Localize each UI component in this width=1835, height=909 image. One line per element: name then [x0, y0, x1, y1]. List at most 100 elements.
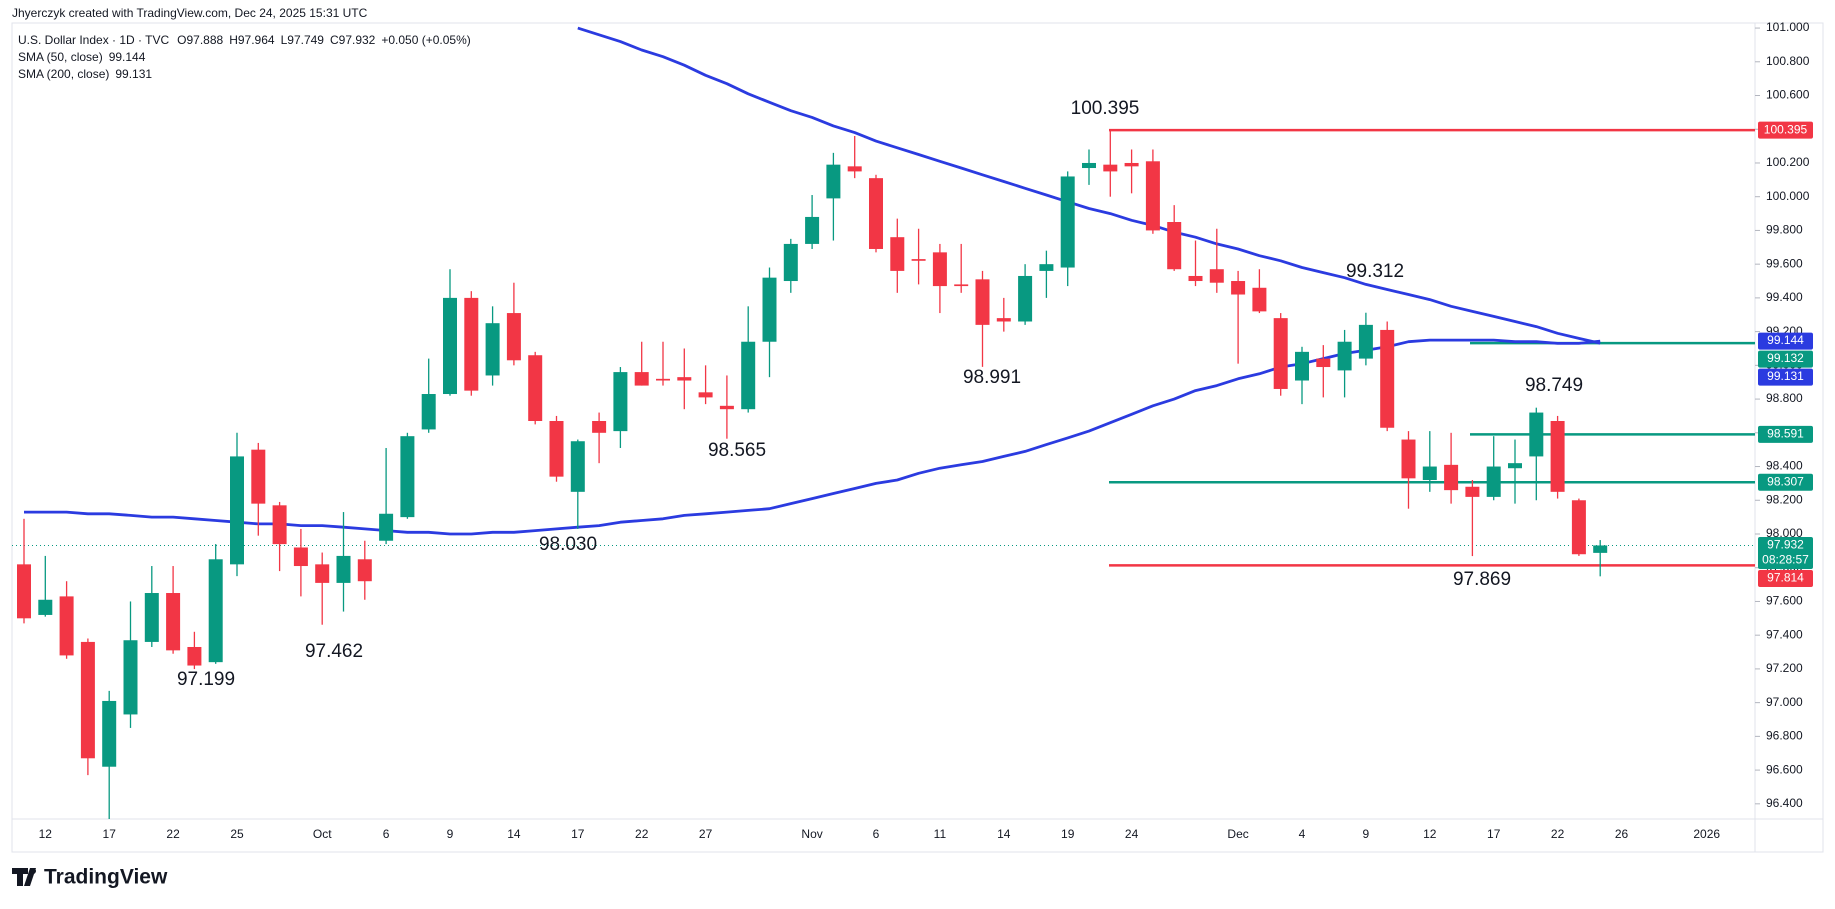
x-tick-label: 22	[166, 827, 180, 841]
x-tick-label: 22	[1551, 827, 1565, 841]
x-tick-label: 6	[383, 827, 390, 841]
price-label-box	[1758, 368, 1813, 386]
x-tick-label: 14	[997, 827, 1011, 841]
candle-body	[1039, 264, 1054, 271]
candle-body	[954, 284, 969, 287]
price-label: 99.144	[1758, 332, 1813, 350]
candle-body	[592, 421, 607, 433]
x-tick-label: 17	[1487, 827, 1501, 841]
candle-body	[698, 392, 713, 398]
candle-body	[1231, 281, 1246, 295]
frame	[11, 22, 1824, 853]
candle-body	[1082, 162, 1096, 169]
y-tick-label: 98.400	[1766, 459, 1803, 473]
price-label: 99.131	[1758, 368, 1813, 386]
y-tick-label: 99.800	[1766, 223, 1803, 237]
price-label: 98.591	[1758, 425, 1813, 443]
x-tick-label: 12	[39, 827, 53, 841]
candle-body	[59, 596, 74, 656]
attribution: Jhyerczyk created with TradingView.com, …	[12, 6, 368, 20]
x-tick-label: Oct	[313, 827, 332, 841]
candle-body	[975, 279, 990, 325]
y-tick-label: 97.200	[1766, 661, 1803, 675]
x-tick-label: 2026	[1693, 827, 1720, 841]
candle-body	[826, 164, 841, 199]
y-tick-label: 96.400	[1766, 796, 1803, 810]
price-label-box	[1758, 350, 1813, 368]
x-tick-label: 4	[1299, 827, 1306, 841]
candle-body	[379, 513, 394, 541]
candle-body	[677, 377, 692, 381]
x-tick-label: 11	[934, 827, 947, 841]
annotation: 97.462	[305, 641, 363, 662]
ohlc-value: 97.749	[287, 33, 324, 47]
candle-body	[1188, 275, 1203, 282]
x-tick-label: 19	[1061, 827, 1075, 841]
y-tick-label: 98.200	[1766, 492, 1803, 506]
annotation: 98.030	[539, 534, 597, 555]
price-label-text: 97.932	[1767, 538, 1804, 552]
candle-body	[656, 378, 670, 381]
candle-body	[570, 441, 585, 492]
brand: TradingView	[44, 866, 168, 889]
ohlc-value: 97.888	[187, 33, 224, 47]
candle-body	[166, 593, 181, 651]
candle-body	[911, 259, 926, 261]
change: +0.050 (+0.05%)	[381, 33, 470, 47]
price-label-box	[1758, 536, 1813, 569]
annotation: 100.395	[1071, 98, 1140, 119]
candle-body	[1508, 463, 1522, 469]
candle-body	[485, 323, 500, 376]
plot-area	[12, 26, 1755, 819]
candle-body	[528, 355, 543, 421]
price-label-box	[1758, 332, 1813, 350]
candle-body	[80, 641, 95, 759]
price-label-box	[1758, 425, 1813, 443]
candle-body	[400, 436, 415, 518]
ohlc-label: H	[229, 33, 238, 47]
candle-body	[1550, 421, 1565, 492]
x-tick-label: 14	[507, 827, 521, 841]
y-tick-label: 97.600	[1766, 594, 1803, 608]
annotation: 98.991	[963, 367, 1021, 388]
x-tick-label: 9	[447, 827, 454, 841]
candle-body	[506, 313, 521, 361]
candle-body	[251, 449, 266, 504]
candle-body	[1273, 318, 1288, 389]
legend-name: SMA (50, close)	[18, 50, 103, 64]
candle-body	[102, 700, 117, 767]
y-tick-label: 100.000	[1766, 189, 1810, 203]
candle-body	[1422, 466, 1437, 481]
x-tick-label: 12	[1423, 827, 1437, 841]
candle-body	[1167, 222, 1182, 270]
x-tick-label: 17	[103, 827, 117, 841]
ohlc-label: L	[281, 33, 288, 47]
candle-body	[847, 166, 862, 172]
y-tick-label: 98.000	[1766, 526, 1803, 540]
annotation: 97.869	[1453, 569, 1511, 590]
y-tick-label: 101.000	[1766, 20, 1810, 34]
candle-body	[38, 599, 53, 615]
candle-body	[1018, 275, 1033, 322]
candle-body	[272, 505, 287, 545]
candle-body	[996, 318, 1011, 322]
candle-body	[1380, 329, 1395, 428]
sma-line	[24, 338, 1601, 536]
candle-body	[1358, 324, 1373, 359]
candle-body	[762, 277, 777, 342]
candle-body	[464, 297, 479, 391]
candle-body	[336, 555, 351, 583]
brand-logo	[12, 868, 36, 886]
x-tick-label: 22	[635, 827, 649, 841]
price-label-box	[1758, 473, 1813, 491]
logo-dot	[30, 868, 36, 874]
y-tick-label: 97.000	[1766, 695, 1803, 709]
price-label: 98.307	[1758, 473, 1813, 491]
candle-body	[1465, 486, 1480, 497]
candle-body	[932, 252, 947, 287]
candle-body	[123, 640, 138, 715]
ohlc-label: C	[330, 33, 339, 47]
x-tick-label: 27	[699, 827, 713, 841]
x-tick-label: 17	[571, 827, 585, 841]
